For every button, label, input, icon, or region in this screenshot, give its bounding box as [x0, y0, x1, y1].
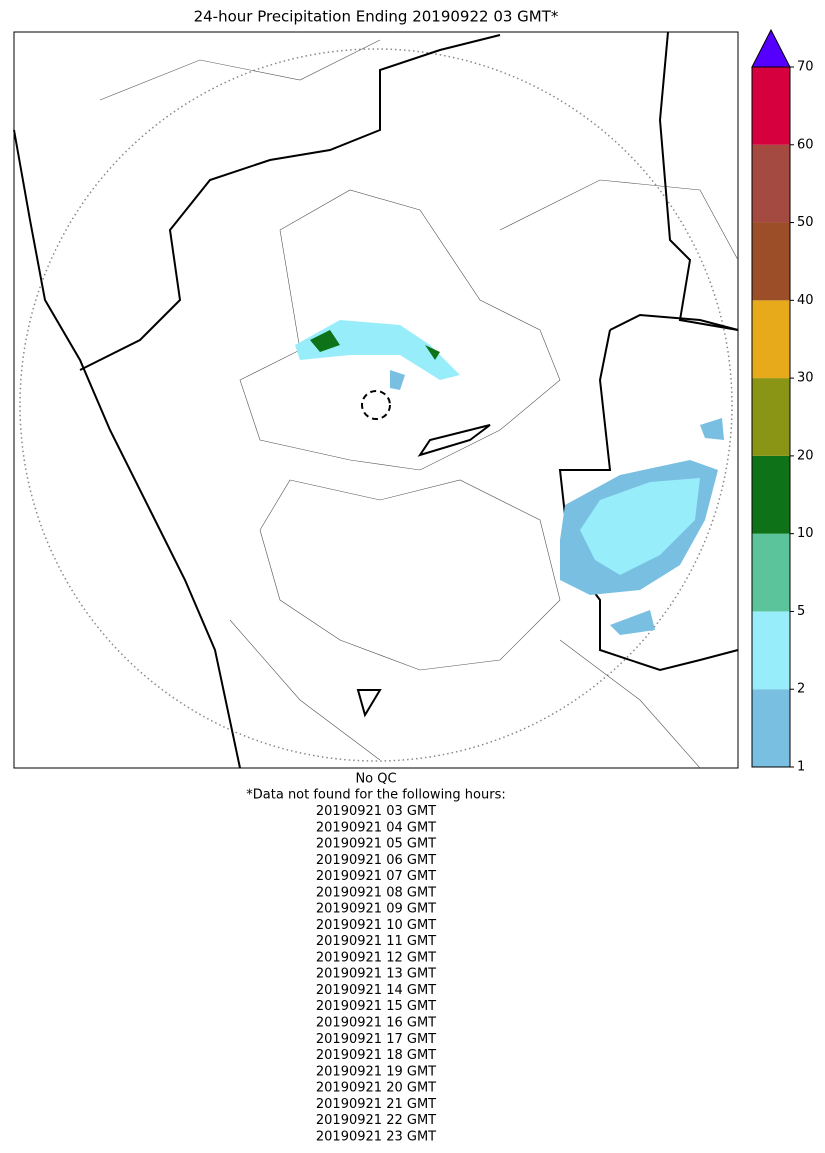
colorbar-bin	[752, 533, 790, 612]
missing-hour: 20190921 14 GMT	[316, 983, 436, 998]
colorbar-bin	[752, 144, 790, 223]
missing-hour: 20190921 15 GMT	[316, 999, 436, 1014]
colorbar-tick-label: 30	[797, 371, 814, 386]
radar-site	[361, 390, 391, 420]
missing-hour: 20190921 17 GMT	[316, 1032, 436, 1047]
missing-hour: 20190921 18 GMT	[316, 1048, 436, 1063]
colorbar-frame	[751, 66, 791, 768]
map-frame	[13, 31, 739, 769]
missing-hour: 20190921 09 GMT	[316, 902, 436, 917]
missing-heading: *Data not found for the following hours:	[246, 788, 505, 803]
footer: No QC *Data not found for the following …	[246, 772, 505, 1145]
missing-hour: 20190921 19 GMT	[316, 1064, 436, 1079]
missing-hour: 20190921 04 GMT	[316, 820, 436, 835]
colorbar-tick-label: 60	[797, 137, 814, 152]
missing-hour: 20190921 22 GMT	[316, 1113, 436, 1128]
colorbar-tick-label: 10	[797, 526, 814, 541]
missing-hour: 20190921 12 GMT	[316, 950, 436, 965]
colorbar-tick-label: 40	[797, 293, 814, 308]
missing-hour: 20190921 13 GMT	[316, 967, 436, 982]
colorbar-bin	[752, 689, 790, 767]
missing-hour: 20190921 21 GMT	[316, 1097, 436, 1112]
colorbar-bin	[752, 611, 790, 690]
missing-hour: 20190921 03 GMT	[316, 804, 436, 819]
missing-hour: 20190921 10 GMT	[316, 918, 436, 933]
colorbar: 1 2 5 10 20 30 40 50 60 70	[751, 28, 814, 775]
district-borders	[99, 39, 739, 769]
colorbar-tick-label: 2	[797, 682, 805, 697]
missing-hour: 20190921 11 GMT	[316, 934, 436, 949]
colorbar-bin	[752, 455, 790, 534]
map	[13, 31, 739, 769]
missing-hour: 20190921 06 GMT	[316, 853, 436, 868]
missing-hour: 20190921 23 GMT	[316, 1129, 436, 1144]
colorbar-tick-label: 5	[797, 604, 805, 619]
radar-range	[19, 48, 733, 762]
missing-hour: 20190921 07 GMT	[316, 869, 436, 884]
map-title: 24-hour Precipitation Ending 20190922 03…	[194, 8, 559, 26]
missing-hour: 20190921 20 GMT	[316, 1081, 436, 1096]
missing-hour: 20190921 05 GMT	[316, 837, 436, 852]
colorbar-tick-label: 20	[797, 448, 814, 463]
colorbar-extend	[751, 28, 791, 68]
qc-note: No QC	[355, 772, 396, 787]
colorbar-tick-label: 70	[797, 60, 814, 75]
colorbar-tick-label: 1	[797, 760, 805, 775]
colorbar-bin	[752, 378, 790, 456]
colorbar-bin	[752, 222, 790, 301]
colorbar-tick-label: 50	[797, 215, 814, 230]
colorbar-bin	[752, 67, 790, 145]
missing-hour: 20190921 08 GMT	[316, 885, 436, 900]
missing-hour: 20190921 16 GMT	[316, 1016, 436, 1031]
colorbar-bin	[752, 300, 790, 379]
precipitation	[295, 320, 724, 635]
